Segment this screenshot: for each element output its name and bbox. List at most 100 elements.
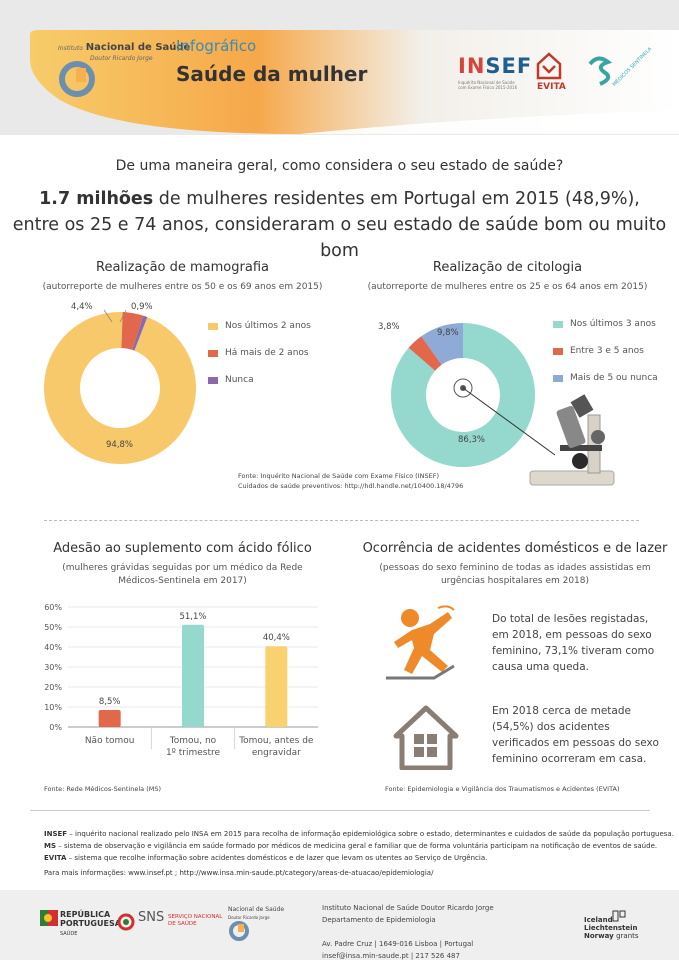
eea-icon: [612, 910, 626, 922]
home-text-1: Em 2018 cerca de metade: [492, 705, 631, 717]
donut-slice-2: [421, 323, 463, 365]
leader-line: [103, 309, 113, 323]
mamografia-title: Realização de mamografia: [96, 260, 269, 275]
evita-source: Fonte: Epidemiologia e Vigilância dos Tr…: [385, 785, 620, 793]
footnote-evita: EVITA – sistema que recolhe informação s…: [44, 853, 487, 864]
donut-slice-1: [121, 312, 144, 350]
sns-label: SNS: [138, 910, 165, 925]
leader-line: [119, 309, 127, 323]
bar-category-line: Tomou, antes de: [239, 736, 314, 746]
footnote-evita-text: – sistema que recolhe informação sobre a…: [66, 854, 488, 862]
footer-insa-line2: Departamento de Epidemiologia: [322, 916, 436, 924]
bar-value-label: 51,1%: [179, 612, 206, 622]
acidentes-subtitle-2: urgências hospitalares em 2018): [440, 576, 590, 586]
mamografia-label-0: 94,8%: [106, 440, 134, 450]
donut-slice-1: [408, 336, 442, 371]
fall-text-2: em 2018, em pessoas do sexo: [492, 629, 652, 641]
republica-logo: REPÚBLICA PORTUGUESA SAÚDE: [60, 910, 121, 939]
footnote-insef-label: INSEF: [44, 830, 68, 838]
header: [0, 0, 679, 135]
acidentes-subtitle-1: (pessoas do sexo feminino de todas as id…: [379, 563, 651, 573]
insef-source-line2: Cuidados de saúde preventivos: http://hd…: [238, 482, 464, 490]
acido-folico-bar-chart: 0% 10% 20% 30% 40% 50% 60% 8,5% 51,1% 40,4%: [44, 603, 318, 749]
acido-folico-subtitle: (mulheres grávidas seguidas por um médic…: [30, 562, 335, 588]
bar-category-label-1: Tomou, no 1º trimestre: [148, 735, 238, 759]
insef-sub: Inquérito Nacional de Saúde com Exame Fí…: [458, 80, 518, 90]
footnote-ms-text: – sistema de observação e vigilância em …: [56, 842, 658, 850]
footnote-divider: [30, 810, 650, 811]
citologia-label-2: 9,8%: [437, 328, 459, 338]
sns-icon: [117, 913, 135, 931]
insa-logo: Instituto Nacional de Saúde Doutor Ricar…: [58, 42, 190, 64]
citologia-subtitle: (autorreporte de mulheres entre os 25 e …: [367, 282, 648, 292]
bar-2: [265, 646, 288, 727]
citologia-donut: [391, 323, 535, 467]
citologia-legend-label: Entre 3 e 5 anos: [570, 346, 644, 356]
citologia-label-0: 86,3%: [458, 435, 486, 445]
mamografia-donut: [43, 312, 196, 464]
intro-line2: entre os 25 e 74 anos, consideraram o se…: [12, 215, 667, 261]
bar-category-line: Tomou, no: [169, 736, 217, 746]
citologia-legend-swatch: [553, 320, 563, 328]
insa-logo-name: Nacional de Saúde: [85, 42, 191, 53]
insef-source-line1: Fonte: Inquérito Nacional de Saúde com E…: [238, 472, 440, 480]
mamografia-legend-swatch: [208, 376, 218, 384]
insef-logo-a: IN: [458, 54, 486, 78]
bar-category-line: engravidar: [251, 748, 301, 758]
bar-value-label: 40,4%: [263, 633, 290, 643]
bar-category-line: 1º trimestre: [165, 748, 221, 758]
mamografia-legend-label: Há mais de 2 anos: [225, 348, 309, 358]
y-tick-label: 10%: [44, 703, 62, 712]
footer-insa-emblem-icon: [229, 921, 249, 941]
citologia-legend-item-1: Entre 3 e 5 anos: [553, 346, 644, 356]
ms-source: Fonte: Rede Médicos-Sentinela (MS): [44, 785, 162, 793]
insef-source: Fonte: Inquérito Nacional de Saúde com E…: [238, 471, 463, 491]
mamografia-legend-item-0: Nos últimos 2 anos: [208, 321, 311, 331]
header-kicker: Infográfico: [176, 37, 257, 55]
fall-text-3: feminino, 73,1% tiveram como: [492, 645, 655, 657]
sns-sub: SERVIÇO NACIONAL DE SAÚDE: [168, 914, 222, 928]
mamografia-legend-swatch: [208, 322, 218, 330]
footnote-insef: INSEF – inquérito nacional realizado pel…: [44, 829, 674, 840]
footer-contact: insef@insa.min-saude.pt | 217 526 487: [322, 952, 460, 960]
intro-question: De uma maneira geral, como considera o s…: [115, 158, 564, 174]
y-tick-label: 30%: [44, 663, 62, 672]
citologia-legend-label: Nos últimos 3 anos: [570, 319, 656, 329]
footnote-ms: MS – sistema de observação e vigilância …: [44, 841, 657, 852]
eea-line3: Norway: [584, 932, 614, 940]
house-icon: [393, 705, 459, 770]
bar-category-line: Não tomou: [84, 736, 135, 746]
y-tick-label: 60%: [44, 603, 62, 612]
citologia-label-1: 3,8%: [378, 322, 400, 332]
footer-insa-line1: Instituto Nacional de Saúde Doutor Ricar…: [322, 904, 494, 912]
fall-text-1: Do total de lesões registadas,: [492, 613, 649, 625]
bar-category-label-2: Tomou, antes de engravidar: [231, 735, 321, 759]
bar-category-label-0: Não tomou: [65, 735, 155, 747]
bar-1: [182, 624, 204, 727]
footer-address: Av. Padre Cruz | 1649-016 Lisboa | Portu…: [322, 940, 474, 948]
eea-line1: Iceland: [584, 916, 613, 924]
donut-slice-0: [391, 323, 535, 467]
home-text-2: (54,5%) dos acidentes: [492, 721, 610, 733]
mamografia-subtitle: (autorreporte de mulheres entre os 50 e …: [42, 282, 323, 292]
insa-logo-sub: Doutor Ricardo Jorge: [90, 54, 153, 62]
footnote-insef-text: – inquérito nacional realizado pelo INSA…: [67, 830, 674, 838]
bar-0: [98, 710, 121, 727]
y-tick-label: 20%: [44, 683, 62, 692]
citologia-legend-item-0: Nos últimos 3 anos: [553, 319, 656, 329]
intro-highlight: 1.7 milhões: [39, 189, 154, 209]
intro-line1: de mulheres residentes em Portugal em 20…: [153, 189, 640, 209]
y-tick-label: 50%: [44, 623, 62, 632]
microscope-icon: [453, 378, 615, 486]
page-title: Saúde da mulher: [176, 62, 368, 86]
mamografia-legend-label: Nunca: [225, 375, 254, 385]
mamografia-legend-item-1: Há mais de 2 anos: [208, 348, 309, 358]
acido-folico-subtitle-1: (mulheres grávidas seguidas por um médic…: [62, 563, 303, 573]
footnote-evita-label: EVITA: [44, 854, 67, 862]
footnote-more-info: Para mais informações: www.insef.pt ; ht…: [44, 869, 434, 877]
mamografia-legend-item-2: Nunca: [208, 375, 254, 385]
citologia-title: Realização de citologia: [432, 260, 583, 275]
footer-insa-logo: Nacional de Saúde Doutor Ricardo Jorge: [228, 906, 284, 922]
donut-slice-0: [43, 312, 196, 464]
falling-person-icon: [386, 605, 455, 680]
